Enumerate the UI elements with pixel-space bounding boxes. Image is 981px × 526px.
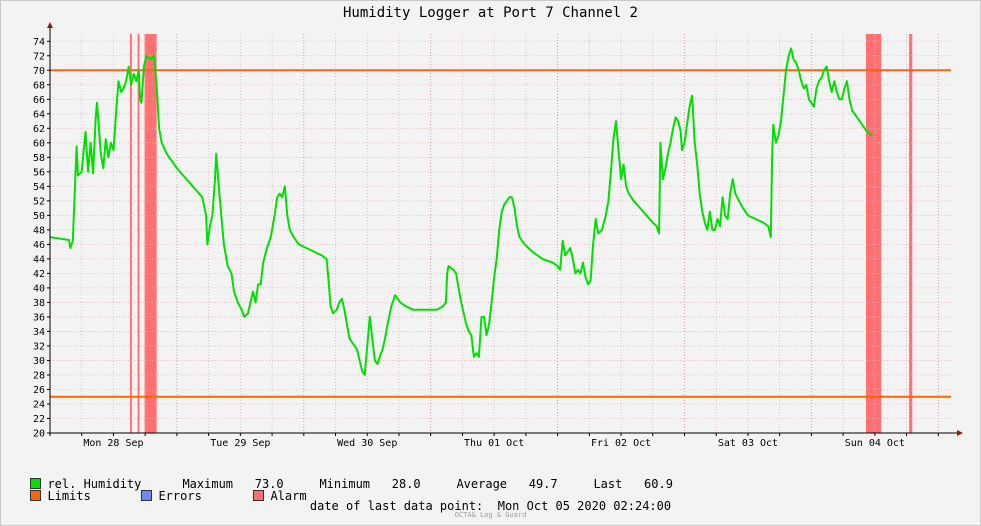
y-tick-label-34: 34 <box>33 327 45 338</box>
x-tick-label: Tue 29 Sep <box>210 438 270 449</box>
y-tick-label-60: 60 <box>33 138 45 149</box>
x-tick-label: Thu 01 Oct <box>464 438 524 449</box>
alarm-swatch-icon <box>253 490 265 501</box>
last-data-point-date: date of last data point: Mon Oct 05 2020… <box>309 499 672 513</box>
y-tick-label-20: 20 <box>33 429 45 440</box>
y-tick-label-46: 46 <box>33 240 45 251</box>
series-layer <box>49 47 873 376</box>
alarm-span-1 <box>137 34 140 433</box>
alarm-span-4 <box>909 34 913 433</box>
stat-maximum: Maximum 73.0 <box>168 463 284 491</box>
legend-limits-label: Limits <box>47 489 91 503</box>
errors-swatch-icon <box>141 490 153 501</box>
alarm-span-2 <box>144 34 157 433</box>
y-tick-label-26: 26 <box>33 385 45 396</box>
alarm-span-3 <box>865 34 882 433</box>
y-tick-label-38: 38 <box>33 298 45 309</box>
alarm-span-0 <box>129 34 132 433</box>
stat-minimum-label: Minimum <box>319 477 371 491</box>
y-tick-label-30: 30 <box>33 356 45 367</box>
alarm-spans <box>129 34 913 433</box>
legend-alarm: Alarm <box>239 475 307 503</box>
stat-average-value: 49.7 <box>528 477 558 491</box>
y-tick-label-48: 48 <box>33 225 45 236</box>
limits-swatch-icon <box>30 490 42 501</box>
legend-limits: Limits <box>16 475 91 503</box>
stat-average-label: Average <box>456 477 508 491</box>
y-tick-label-74: 74 <box>33 37 45 48</box>
x-tick-label: Sun 04 Oct <box>845 438 905 449</box>
y-tick-label-64: 64 <box>33 109 45 120</box>
y-tick-label-62: 62 <box>33 124 45 135</box>
y-tick-label-72: 72 <box>33 51 45 62</box>
axes <box>47 22 963 436</box>
y-tick-label-42: 42 <box>33 269 45 280</box>
legend-errors: Errors <box>127 475 202 503</box>
credit-watermark: OCTA& Log & Guard <box>454 511 527 519</box>
y-tick-label-32: 32 <box>33 341 45 352</box>
x-tick-label: Wed 30 Sep <box>337 438 397 449</box>
stat-maximum-value: 73.0 <box>254 477 284 491</box>
y-tick-label-56: 56 <box>33 167 45 178</box>
humidity-swatch-icon <box>30 478 42 489</box>
y-tick-label-22: 22 <box>33 414 45 425</box>
stat-maximum-label: Maximum <box>182 477 234 491</box>
x-axis-arrow-icon <box>957 430 963 436</box>
y-tick-label-24: 24 <box>33 399 45 410</box>
y-tick-label-28: 28 <box>33 370 45 381</box>
y-tick-label-36: 36 <box>33 312 45 323</box>
x-tick-label: Fri 02 Oct <box>591 438 651 449</box>
stat-last: Last 60.9 <box>579 463 673 491</box>
chart-title: Humidity Logger at Port 7 Channel 2 <box>342 5 638 21</box>
y-tick-label-54: 54 <box>33 182 45 193</box>
tick-labels: 20 22 24 26 28 30 32 34 36 38 40 42 44 46 48 50 52 54 56 58… <box>33 37 905 449</box>
stat-minimum: Minimum 28.0 <box>305 463 421 491</box>
x-tick-label: Mon 28 Sep <box>83 438 143 449</box>
legend-errors-label: Errors <box>158 489 202 503</box>
stat-last-value: 60.9 <box>644 477 673 491</box>
y-tick-label-66: 66 <box>33 95 45 106</box>
stat-average: Average 49.7 <box>442 463 558 491</box>
y-tick-label-58: 58 <box>33 153 45 164</box>
series-line-humidity <box>49 47 873 376</box>
stat-minimum-value: 28.0 <box>391 477 421 491</box>
y-tick-label-50: 50 <box>33 211 45 222</box>
y-tick-label-40: 40 <box>33 283 45 294</box>
grid <box>49 34 951 434</box>
legend-alarm-label: Alarm <box>270 489 307 503</box>
y-tick-label-70: 70 <box>33 66 45 77</box>
legend-humidity: rel. Humidity <box>16 463 141 491</box>
y-tick-label-68: 68 <box>33 80 45 91</box>
stat-last-label: Last <box>593 477 623 491</box>
y-tick-label-44: 44 <box>33 254 45 265</box>
legend-humidity-label: rel. Humidity <box>47 477 142 491</box>
limit-lines <box>50 69 951 398</box>
y-tick-label-52: 52 <box>33 196 45 207</box>
y-axis-arrow-icon <box>47 22 53 28</box>
x-tick-label: Sat 03 Oct <box>718 438 778 449</box>
